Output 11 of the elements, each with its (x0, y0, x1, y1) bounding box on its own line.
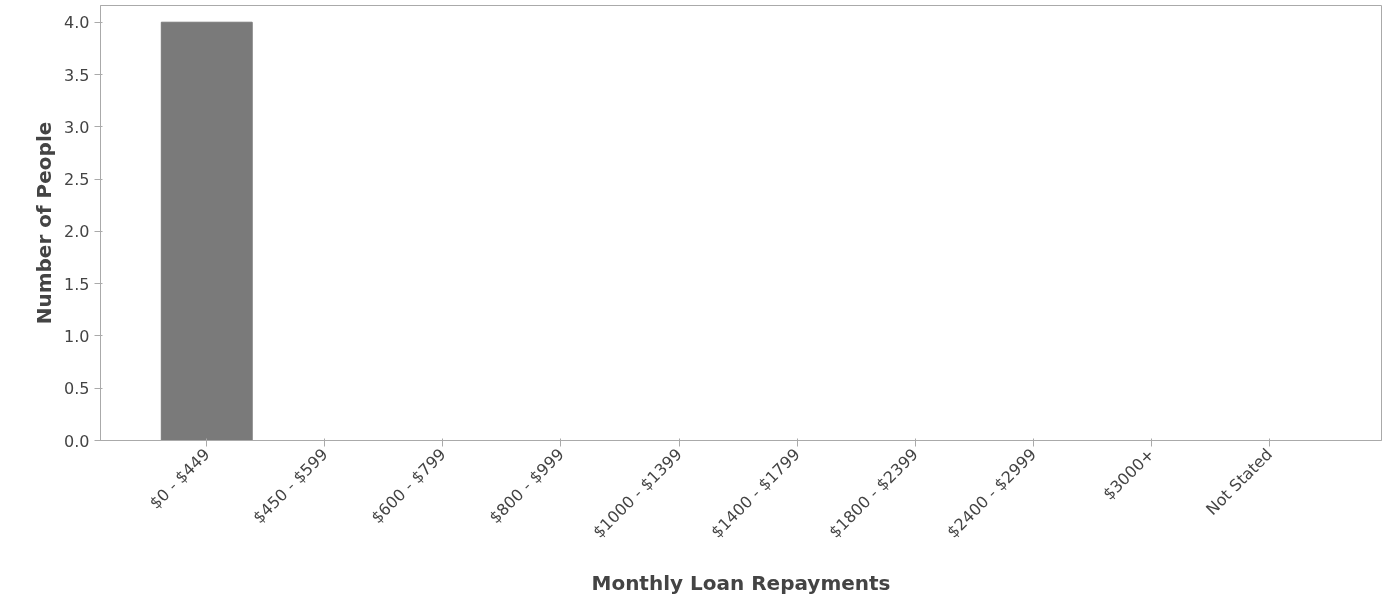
y-tick-label: 3.0 (64, 117, 90, 137)
y-tick-label: 0.0 (64, 431, 90, 451)
x-axis-title: Monthly Loan Repayments (591, 571, 891, 596)
y-tick-label: 4.0 (64, 13, 90, 33)
y-tick-label: 0.5 (64, 379, 90, 399)
y-tick-label: 3.5 (64, 65, 90, 85)
y-tick-label: 1.5 (64, 274, 90, 294)
y-tick-label: 1.0 (64, 326, 90, 346)
y-tick-label: 2.0 (64, 222, 90, 242)
y-axis-title: Number of People (32, 121, 57, 325)
y-tick-label: 2.5 (64, 170, 90, 190)
